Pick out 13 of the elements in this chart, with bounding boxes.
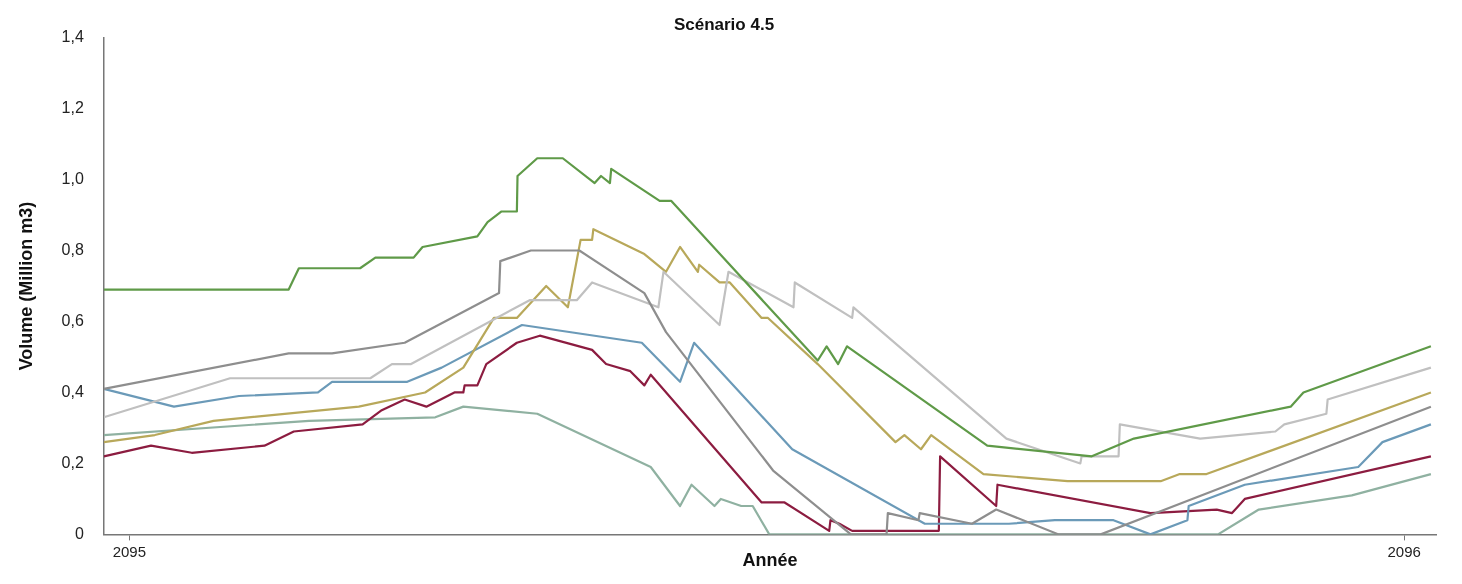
y-tick-label: 1,0 xyxy=(61,169,84,187)
y-tick-label: 0,4 xyxy=(61,382,84,400)
x-tick-label: 2096 xyxy=(1387,542,1421,560)
y-tick-label: 0,8 xyxy=(61,240,84,258)
y-tick-label: 1,4 xyxy=(61,28,84,46)
y-tick-label: 0,2 xyxy=(61,453,84,471)
y-tick-label: 0,6 xyxy=(61,311,84,329)
x-axis-title: Année xyxy=(742,550,798,571)
y-tick-label: 0 xyxy=(74,524,84,542)
x-tick-label: 2095 xyxy=(112,542,147,560)
y-axis-title: Volume (Million m3) xyxy=(15,201,36,371)
chart-title: Scénario 4.5 xyxy=(673,15,775,35)
y-tick-label: 1,2 xyxy=(61,98,84,116)
